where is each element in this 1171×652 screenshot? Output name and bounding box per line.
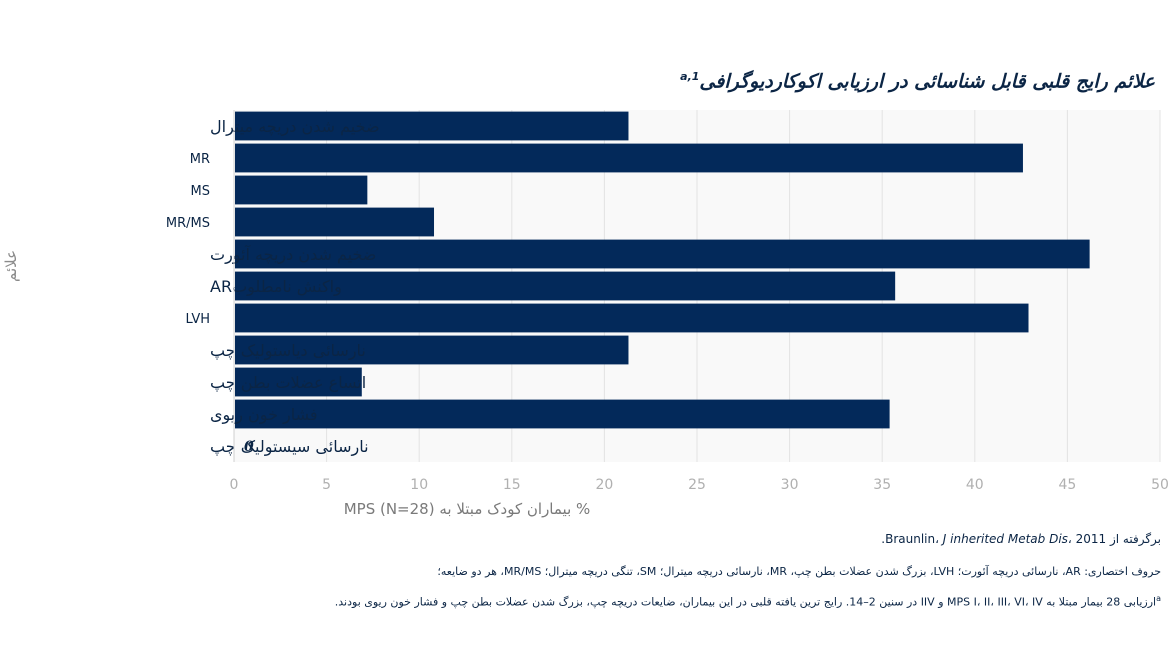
y-category-label: LVH — [186, 312, 210, 327]
y-category-label: اتساع عضلات بطن چپ — [210, 373, 366, 393]
y-category-label: MR/MS — [166, 216, 210, 231]
x-tick-label: 35 — [873, 477, 891, 493]
journal-name: J inherited Metab Dis — [942, 532, 1068, 546]
bar — [235, 335, 629, 365]
x-tick-label: 5 — [322, 477, 331, 493]
y-category-label: فشار خون ریوی — [210, 405, 318, 425]
bar — [235, 175, 368, 205]
y-category-label: MS — [191, 184, 210, 199]
x-tick-label: 0 — [230, 477, 239, 493]
footnote: aارزیابی 28 بیمار مبتلا به MPS I، II، II… — [334, 594, 1161, 609]
y-category-label: واکنش نامطلوبAR — [210, 277, 342, 297]
title-superscript: a,1 — [680, 70, 700, 83]
y-category-label: نارسائی دیاستولیک چپ — [210, 341, 366, 361]
bar — [235, 207, 435, 237]
x-tick-label: 15 — [503, 477, 521, 493]
bar — [235, 367, 362, 397]
x-tick-label: 20 — [595, 477, 613, 493]
source-note: برگرفته از Braunlin، J inherited Metab D… — [881, 532, 1161, 546]
bar — [235, 399, 890, 429]
x-tick-label: 30 — [781, 477, 799, 493]
y-category-label: ضخیم شدن دریچه میترال — [210, 117, 380, 137]
x-tick-label: 45 — [1058, 477, 1076, 493]
x-tick-label: 10 — [410, 477, 428, 493]
bar — [235, 239, 1090, 269]
abbreviations-note: حروف اختصاری: AR، نارسائی دریچه آئورت؛ L… — [437, 565, 1161, 578]
y-category-label: نارسائی سیستولیک چپ — [210, 437, 369, 457]
x-axis-title: % بیماران کودک مبتلا به MPS (N=28) — [344, 500, 591, 518]
footnote-mark: a — [1156, 594, 1161, 603]
x-tick-label: 40 — [966, 477, 984, 493]
bar — [235, 271, 896, 301]
y-axis-title: علائم — [2, 250, 20, 282]
x-tick-label: 50 — [1151, 477, 1169, 493]
bar — [235, 143, 1023, 173]
zero-data-label: 0 — [244, 439, 254, 455]
bar — [235, 303, 1029, 333]
y-category-label: MR — [190, 152, 210, 167]
y-category-label: ضخیم شدن دریچه آئورت — [210, 245, 376, 265]
chart-title: علائم رایج قلبی قابل شناسائی در ارزیابی … — [680, 70, 1155, 93]
bar — [235, 111, 629, 141]
x-tick-label: 25 — [688, 477, 706, 493]
